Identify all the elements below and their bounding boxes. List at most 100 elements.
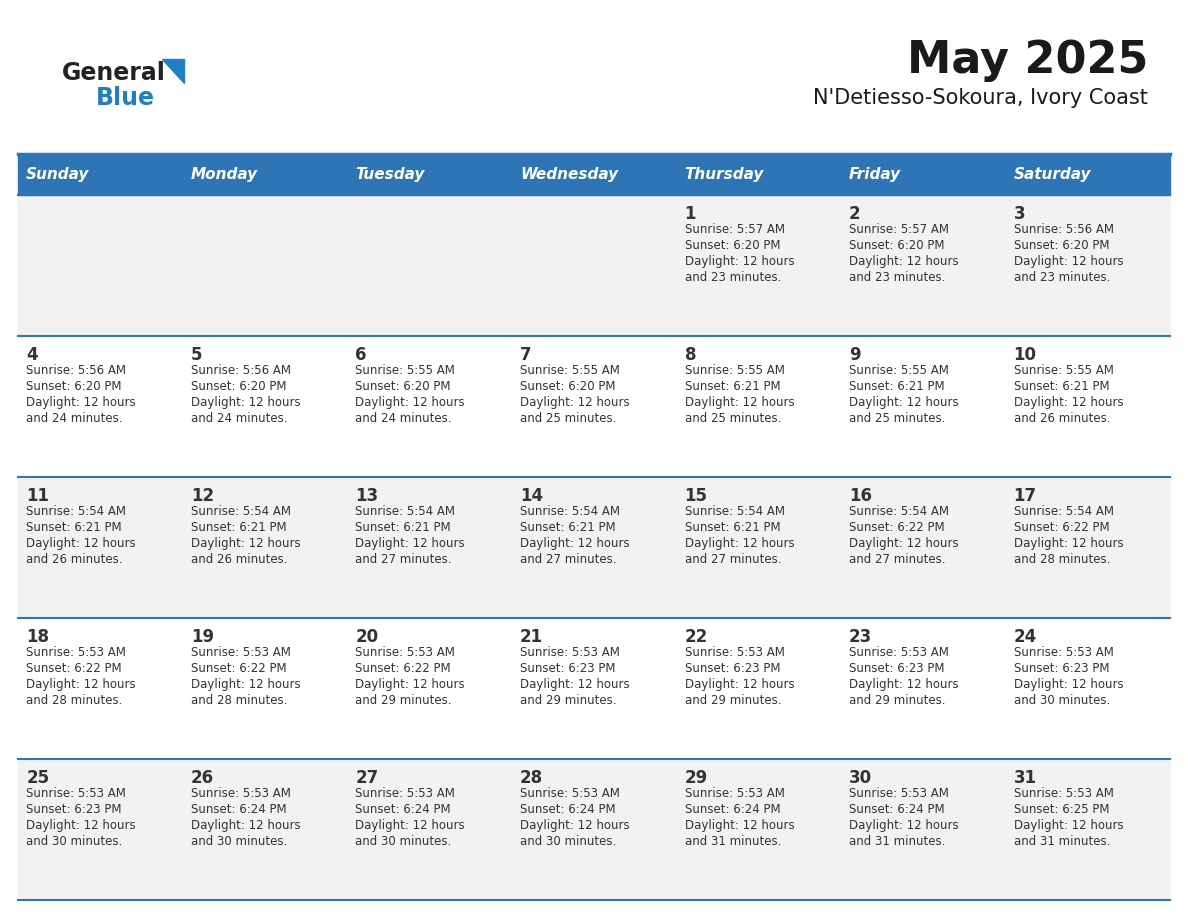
Text: Sunset: 6:20 PM: Sunset: 6:20 PM	[1013, 239, 1110, 252]
Text: 2: 2	[849, 205, 861, 223]
Text: Sunrise: 5:53 AM: Sunrise: 5:53 AM	[849, 787, 949, 800]
Text: Sunrise: 5:53 AM: Sunrise: 5:53 AM	[355, 787, 455, 800]
Text: Sunrise: 5:54 AM: Sunrise: 5:54 AM	[849, 505, 949, 518]
Text: 6: 6	[355, 346, 367, 364]
Text: Sunset: 6:23 PM: Sunset: 6:23 PM	[26, 803, 121, 816]
Text: Daylight: 12 hours: Daylight: 12 hours	[520, 678, 630, 691]
Text: Daylight: 12 hours: Daylight: 12 hours	[1013, 396, 1124, 409]
Text: Sunset: 6:22 PM: Sunset: 6:22 PM	[191, 662, 286, 675]
Text: Sunrise: 5:54 AM: Sunrise: 5:54 AM	[1013, 505, 1113, 518]
Text: Daylight: 12 hours: Daylight: 12 hours	[1013, 678, 1124, 691]
Text: Sunset: 6:21 PM: Sunset: 6:21 PM	[191, 521, 286, 534]
Text: and 30 minutes.: and 30 minutes.	[520, 835, 617, 848]
Text: Sunrise: 5:53 AM: Sunrise: 5:53 AM	[849, 646, 949, 659]
Text: Daylight: 12 hours: Daylight: 12 hours	[684, 537, 794, 550]
Text: and 26 minutes.: and 26 minutes.	[1013, 412, 1110, 425]
Text: 25: 25	[26, 769, 50, 787]
Text: Daylight: 12 hours: Daylight: 12 hours	[1013, 537, 1124, 550]
Text: Tuesday: Tuesday	[355, 167, 425, 183]
Text: and 23 minutes.: and 23 minutes.	[849, 271, 946, 284]
Polygon shape	[162, 59, 184, 83]
Text: and 29 minutes.: and 29 minutes.	[849, 694, 946, 707]
Text: Sunset: 6:20 PM: Sunset: 6:20 PM	[191, 380, 286, 393]
Text: and 28 minutes.: and 28 minutes.	[26, 694, 122, 707]
Text: Daylight: 12 hours: Daylight: 12 hours	[520, 396, 630, 409]
Text: 27: 27	[355, 769, 379, 787]
Text: Sunrise: 5:55 AM: Sunrise: 5:55 AM	[355, 364, 455, 377]
Text: and 28 minutes.: and 28 minutes.	[1013, 553, 1110, 566]
Text: Sunrise: 5:54 AM: Sunrise: 5:54 AM	[684, 505, 784, 518]
Text: Sunrise: 5:53 AM: Sunrise: 5:53 AM	[1013, 646, 1113, 659]
Text: and 23 minutes.: and 23 minutes.	[1013, 271, 1110, 284]
Text: Sunrise: 5:55 AM: Sunrise: 5:55 AM	[684, 364, 784, 377]
Text: 3: 3	[1013, 205, 1025, 223]
Text: Sunrise: 5:56 AM: Sunrise: 5:56 AM	[26, 364, 126, 377]
Text: Sunset: 6:21 PM: Sunset: 6:21 PM	[26, 521, 122, 534]
Text: 12: 12	[191, 487, 214, 505]
Text: Sunrise: 5:53 AM: Sunrise: 5:53 AM	[191, 646, 291, 659]
Text: Sunrise: 5:54 AM: Sunrise: 5:54 AM	[26, 505, 126, 518]
Text: 24: 24	[1013, 628, 1037, 646]
Text: and 30 minutes.: and 30 minutes.	[26, 835, 122, 848]
Text: and 29 minutes.: and 29 minutes.	[684, 694, 781, 707]
Text: 10: 10	[1013, 346, 1037, 364]
Text: Sunset: 6:24 PM: Sunset: 6:24 PM	[191, 803, 286, 816]
Text: Daylight: 12 hours: Daylight: 12 hours	[849, 819, 959, 832]
Text: and 25 minutes.: and 25 minutes.	[684, 412, 781, 425]
Text: Daylight: 12 hours: Daylight: 12 hours	[684, 819, 794, 832]
Text: 11: 11	[26, 487, 49, 505]
Text: Daylight: 12 hours: Daylight: 12 hours	[849, 537, 959, 550]
Text: and 30 minutes.: and 30 minutes.	[1013, 694, 1110, 707]
Text: and 27 minutes.: and 27 minutes.	[355, 553, 451, 566]
Text: and 30 minutes.: and 30 minutes.	[355, 835, 451, 848]
Text: Sunset: 6:22 PM: Sunset: 6:22 PM	[849, 521, 944, 534]
Text: Sunset: 6:23 PM: Sunset: 6:23 PM	[520, 662, 615, 675]
Text: Sunrise: 5:56 AM: Sunrise: 5:56 AM	[1013, 223, 1113, 236]
Text: 14: 14	[520, 487, 543, 505]
Text: 7: 7	[520, 346, 531, 364]
Text: Daylight: 12 hours: Daylight: 12 hours	[684, 396, 794, 409]
Text: Blue: Blue	[96, 86, 154, 110]
Text: Sunset: 6:23 PM: Sunset: 6:23 PM	[849, 662, 944, 675]
Text: Thursday: Thursday	[684, 167, 764, 183]
Text: and 26 minutes.: and 26 minutes.	[26, 553, 122, 566]
Text: Daylight: 12 hours: Daylight: 12 hours	[26, 819, 135, 832]
Text: Sunset: 6:20 PM: Sunset: 6:20 PM	[520, 380, 615, 393]
Text: 19: 19	[191, 628, 214, 646]
Text: Sunrise: 5:53 AM: Sunrise: 5:53 AM	[355, 646, 455, 659]
Text: Wednesday: Wednesday	[520, 167, 618, 183]
Text: and 29 minutes.: and 29 minutes.	[520, 694, 617, 707]
Text: Daylight: 12 hours: Daylight: 12 hours	[849, 678, 959, 691]
Text: 13: 13	[355, 487, 379, 505]
Text: Daylight: 12 hours: Daylight: 12 hours	[191, 819, 301, 832]
Text: Daylight: 12 hours: Daylight: 12 hours	[355, 537, 465, 550]
Text: 4: 4	[26, 346, 38, 364]
Text: Sunday: Sunday	[26, 167, 89, 183]
Bar	[18, 155, 1170, 195]
Text: General: General	[62, 61, 166, 85]
Text: Daylight: 12 hours: Daylight: 12 hours	[1013, 255, 1124, 268]
Text: May 2025: May 2025	[906, 39, 1148, 82]
Text: Sunset: 6:23 PM: Sunset: 6:23 PM	[1013, 662, 1110, 675]
Text: Saturday: Saturday	[1013, 167, 1091, 183]
Bar	[18, 336, 1170, 477]
Text: Sunset: 6:23 PM: Sunset: 6:23 PM	[684, 662, 781, 675]
Text: Daylight: 12 hours: Daylight: 12 hours	[355, 396, 465, 409]
Text: 18: 18	[26, 628, 49, 646]
Text: and 25 minutes.: and 25 minutes.	[520, 412, 617, 425]
Text: Sunrise: 5:54 AM: Sunrise: 5:54 AM	[191, 505, 291, 518]
Text: Sunset: 6:24 PM: Sunset: 6:24 PM	[520, 803, 615, 816]
Text: Sunset: 6:25 PM: Sunset: 6:25 PM	[1013, 803, 1110, 816]
Text: Sunset: 6:24 PM: Sunset: 6:24 PM	[684, 803, 781, 816]
Text: Sunrise: 5:55 AM: Sunrise: 5:55 AM	[520, 364, 620, 377]
Text: Daylight: 12 hours: Daylight: 12 hours	[355, 678, 465, 691]
Text: Sunset: 6:20 PM: Sunset: 6:20 PM	[26, 380, 121, 393]
Text: Sunset: 6:21 PM: Sunset: 6:21 PM	[520, 521, 615, 534]
Text: Sunset: 6:24 PM: Sunset: 6:24 PM	[355, 803, 451, 816]
Text: 29: 29	[684, 769, 708, 787]
Text: 1: 1	[684, 205, 696, 223]
Text: Sunset: 6:24 PM: Sunset: 6:24 PM	[849, 803, 944, 816]
Text: and 29 minutes.: and 29 minutes.	[355, 694, 451, 707]
Text: Sunset: 6:21 PM: Sunset: 6:21 PM	[355, 521, 451, 534]
Text: Sunrise: 5:53 AM: Sunrise: 5:53 AM	[26, 787, 126, 800]
